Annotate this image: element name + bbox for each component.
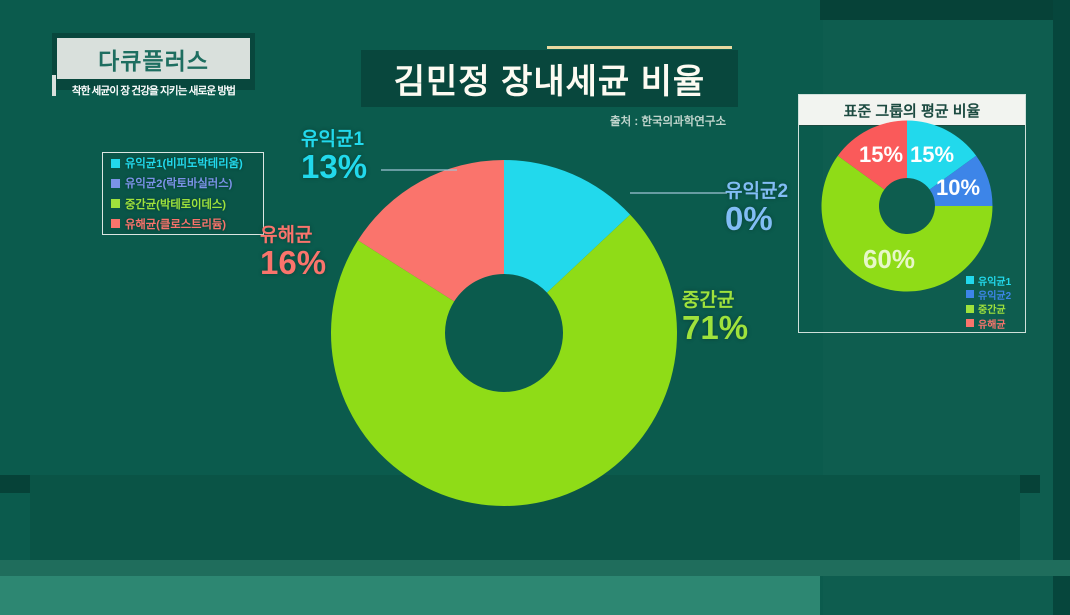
svg-text:15%: 15% [859,142,903,167]
svg-text:10%: 10% [936,175,980,200]
svg-text:15%: 15% [910,142,954,167]
svg-text:60%: 60% [863,244,915,274]
